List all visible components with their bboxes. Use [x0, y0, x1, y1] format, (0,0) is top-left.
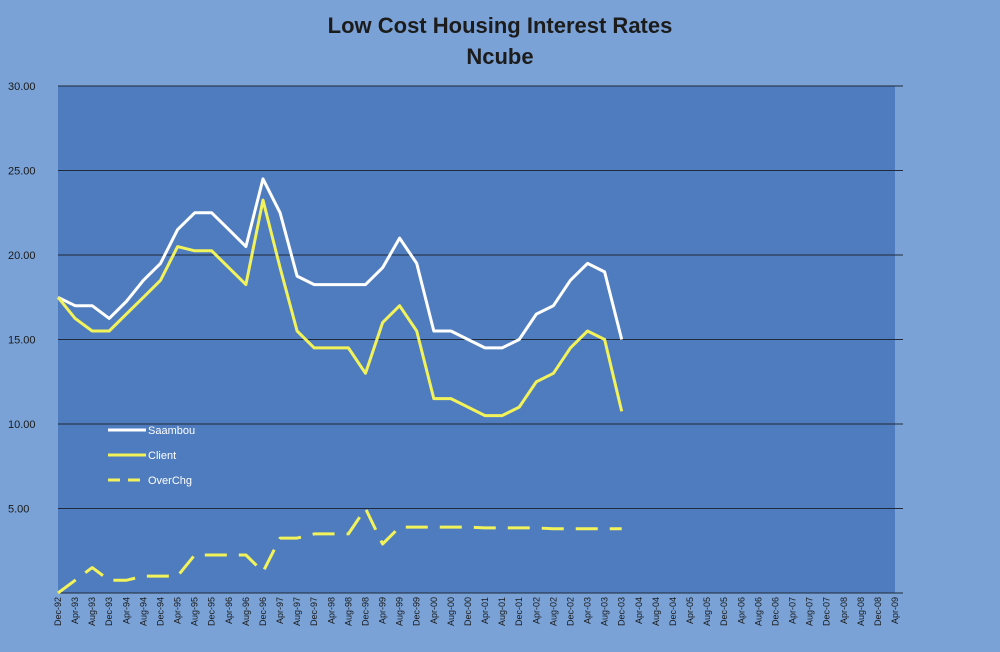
y-tick-label: 15.00	[8, 335, 36, 347]
x-tick-label: Aug-03	[600, 597, 610, 626]
x-tick-label: Dec-92	[53, 597, 63, 626]
x-tick-label: Apr-97	[275, 597, 285, 624]
x-tick-label: Apr-93	[70, 597, 80, 624]
y-tick-label: 10.00	[8, 419, 36, 431]
x-tick-label: Dec-02	[565, 597, 575, 626]
legend-label-client: Client	[148, 450, 176, 462]
x-tick-label: Dec-99	[412, 597, 422, 626]
x-tick-label: Apr-96	[224, 597, 234, 624]
x-tick-label: Dec-03	[617, 597, 627, 626]
x-tick-label: Dec-93	[104, 597, 114, 626]
legend-label-saambou: Saambou	[148, 425, 195, 437]
x-tick-label: Apr-94	[121, 597, 131, 624]
x-tick-label: Dec-07	[822, 597, 832, 626]
x-tick-label: Apr-01	[480, 597, 490, 624]
x-tick-label: Aug-95	[190, 597, 200, 626]
x-tick-label: Aug-00	[446, 597, 456, 626]
series-line-overchg	[57, 507, 622, 595]
x-tick-label: Aug-99	[395, 597, 405, 626]
x-tick-label: Aug-06	[753, 597, 763, 626]
y-tick-label: 20.00	[8, 250, 36, 262]
x-tick-label: Aug-08	[856, 597, 866, 626]
y-tick-label: 30.00	[8, 81, 36, 93]
x-tick-label: Apr-09	[890, 597, 900, 624]
x-tick-label: Apr-07	[788, 597, 798, 624]
x-tick-label: Dec-01	[514, 597, 524, 626]
x-tick-label: Aug-01	[497, 597, 507, 626]
x-tick-label: Aug-93	[87, 597, 97, 626]
x-tick-label: Apr-04	[634, 597, 644, 624]
x-tick-label: Aug-02	[548, 597, 558, 626]
x-tick-label: Apr-99	[378, 597, 388, 624]
chart-title-block: Low Cost Housing Interest Rates Ncube	[0, 10, 1000, 72]
chart-title: Low Cost Housing Interest Rates	[327, 13, 673, 38]
x-tick-label: Dec-94	[155, 597, 165, 626]
x-tick-label: Apr-98	[326, 597, 336, 624]
y-tick-label: 5.00	[8, 504, 29, 516]
x-tick-label: Dec-06	[770, 597, 780, 626]
x-tick-label: Dec-00	[463, 597, 473, 626]
x-tick-label: Dec-04	[668, 597, 678, 626]
y-tick-label: 25.00	[8, 166, 36, 178]
x-tick-label: Dec-97	[309, 597, 319, 626]
series-line-saambou	[57, 177, 624, 350]
legend-label-overchg: OverChg	[148, 475, 192, 487]
x-tick-label: Apr-08	[839, 597, 849, 624]
x-tick-label: Apr-95	[173, 597, 183, 624]
x-tick-label: Apr-06	[736, 597, 746, 624]
x-tick-label: Aug-94	[138, 597, 148, 626]
x-tick-label: Aug-04	[651, 597, 661, 626]
x-tick-label: Apr-02	[531, 597, 541, 624]
x-tick-label: Apr-00	[429, 597, 439, 624]
x-tick-label: Aug-98	[343, 597, 353, 626]
x-tick-label: Aug-05	[702, 597, 712, 626]
chart-subtitle: Ncube	[466, 44, 534, 69]
x-tick-label: Dec-96	[258, 597, 268, 626]
x-tick-label: Dec-08	[873, 597, 883, 626]
x-tick-label: Aug-97	[292, 597, 302, 626]
x-tick-label: Dec-98	[360, 597, 370, 626]
x-tick-label: Apr-05	[685, 597, 695, 624]
series-line-client	[56, 198, 624, 418]
x-tick-label: Dec-95	[207, 597, 217, 626]
x-tick-label: Aug-96	[241, 597, 251, 626]
x-tick-label: Dec-05	[719, 597, 729, 626]
x-tick-label: Apr-03	[583, 597, 593, 624]
x-tick-label: Aug-07	[805, 597, 815, 626]
